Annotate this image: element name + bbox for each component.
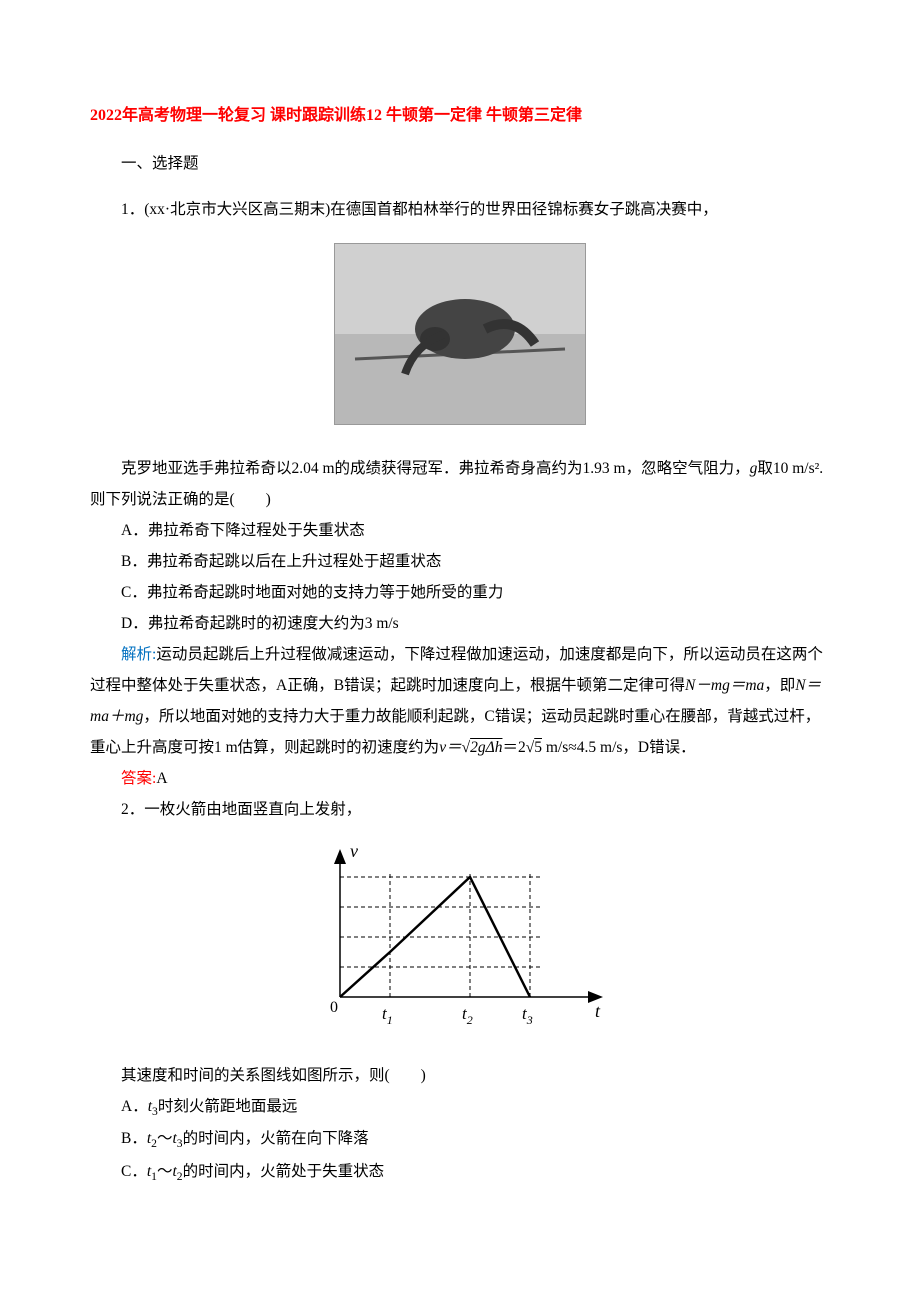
q1-option-a: A．弗拉希奇下降过程处于失重状态 [90,515,830,546]
q2-c-text: 的时间内，火箭处于失重状态 [183,1163,385,1180]
q2-option-a: A．t3时刻火箭距地面最远 [90,1091,830,1123]
q1-after-image: 克罗地亚选手弗拉希奇以2.04 m的成绩获得冠军．弗拉希奇身高约为1.93 m，… [90,453,830,515]
q1-analysis: 解析:运动员起跳后上升过程做减速运动，下降过程做加速运动，加速度都是向下，所以运… [90,639,830,763]
q2-stem: 2．一枚火箭由地面竖直向上发射， [90,794,830,825]
analysis-label: 解析: [121,646,156,663]
q2-b-prefix: B． [121,1130,147,1147]
q2-chart-container: 0 v t t1 t2 t3 [90,837,830,1048]
formula-3-sqrt2: 5 [534,739,542,756]
page-title: 2022年高考物理一轮复习 课时跟踪训练12 牛顿第一定律 牛顿第三定律 [90,100,830,132]
q2-text: 一枚火箭由地面竖直向上发射， [144,801,361,818]
velocity-time-chart: 0 v t t1 t2 t3 [300,837,620,1037]
q2-b-text: 的时间内，火箭在向下降落 [183,1130,369,1147]
formula-3-suffix: m/s≈4.5 m/s，D错误． [542,739,696,756]
answer-value: A [156,770,167,787]
y-axis-label: v [350,841,358,861]
formula-3-sqrt: 2gΔh [470,739,502,756]
q1-image-container [90,243,830,435]
q1-number: 1． [121,201,144,218]
q1-answer: 答案:A [90,763,830,794]
q2-option-c: C．t1～t2的时间内，火箭处于失重状态 [90,1156,830,1188]
formula-1: N－mg＝ma [685,677,764,694]
origin-label: 0 [330,999,338,1016]
x-tick-1: t1 [382,1004,393,1027]
x-axis-label: t [595,1001,601,1021]
answer-label: 答案: [121,770,156,787]
t1-sub: 1 [151,1170,157,1183]
sqrt-symbol-2: √ [526,739,535,756]
q1-stem: 1．(xx·北京市大兴区高三期末)在德国首都柏林举行的世界田径锦标赛女子跳高决赛… [90,194,830,225]
q2-number: 2． [121,801,144,818]
formula-3-prefix: v＝ [439,739,461,756]
q1-tail: 则下列说法正确的是( ) [90,491,271,508]
q1-option-c: C．弗拉希奇起跳时地面对她的支持力等于她所受的重力 [90,577,830,608]
photo-svg [335,244,585,424]
x-tick-3: t3 [522,1004,533,1027]
q1-context: (xx·北京市大兴区高三期末)在德国首都柏林举行的世界田径锦标赛女子跳高决赛中， [144,201,718,218]
analysis-text-2: ，即 [764,677,795,694]
q1-option-b: B．弗拉希奇起跳以后在上升过程处于超重状态 [90,546,830,577]
q1-option-d: D．弗拉希奇起跳时的初速度大约为3 m/s [90,608,830,639]
q2-a-text: 时刻火箭距地面最远 [158,1098,298,1115]
q2-c-prefix: C． [121,1163,147,1180]
q2-after-chart: 其速度和时间的关系图线如图所示，则( ) [90,1060,830,1091]
q1-after-image-text: 克罗地亚选手弗拉希奇以2.04 m的成绩获得冠军．弗拉希奇身高约为1.93 m，… [121,460,750,477]
x-tick-2: t2 [462,1004,473,1027]
g-clause: 取10 m/s². [757,460,823,477]
t2-sub: 2 [151,1137,157,1150]
q2-option-b: B．t2～t3的时间内，火箭在向下降落 [90,1123,830,1155]
sqrt-symbol-1: √ [462,739,471,756]
high-jump-photo [334,243,586,425]
formula-3-mid: ＝2 [502,739,525,756]
section-heading: 一、选择题 [90,148,830,179]
q2-a-prefix: A． [121,1098,148,1115]
